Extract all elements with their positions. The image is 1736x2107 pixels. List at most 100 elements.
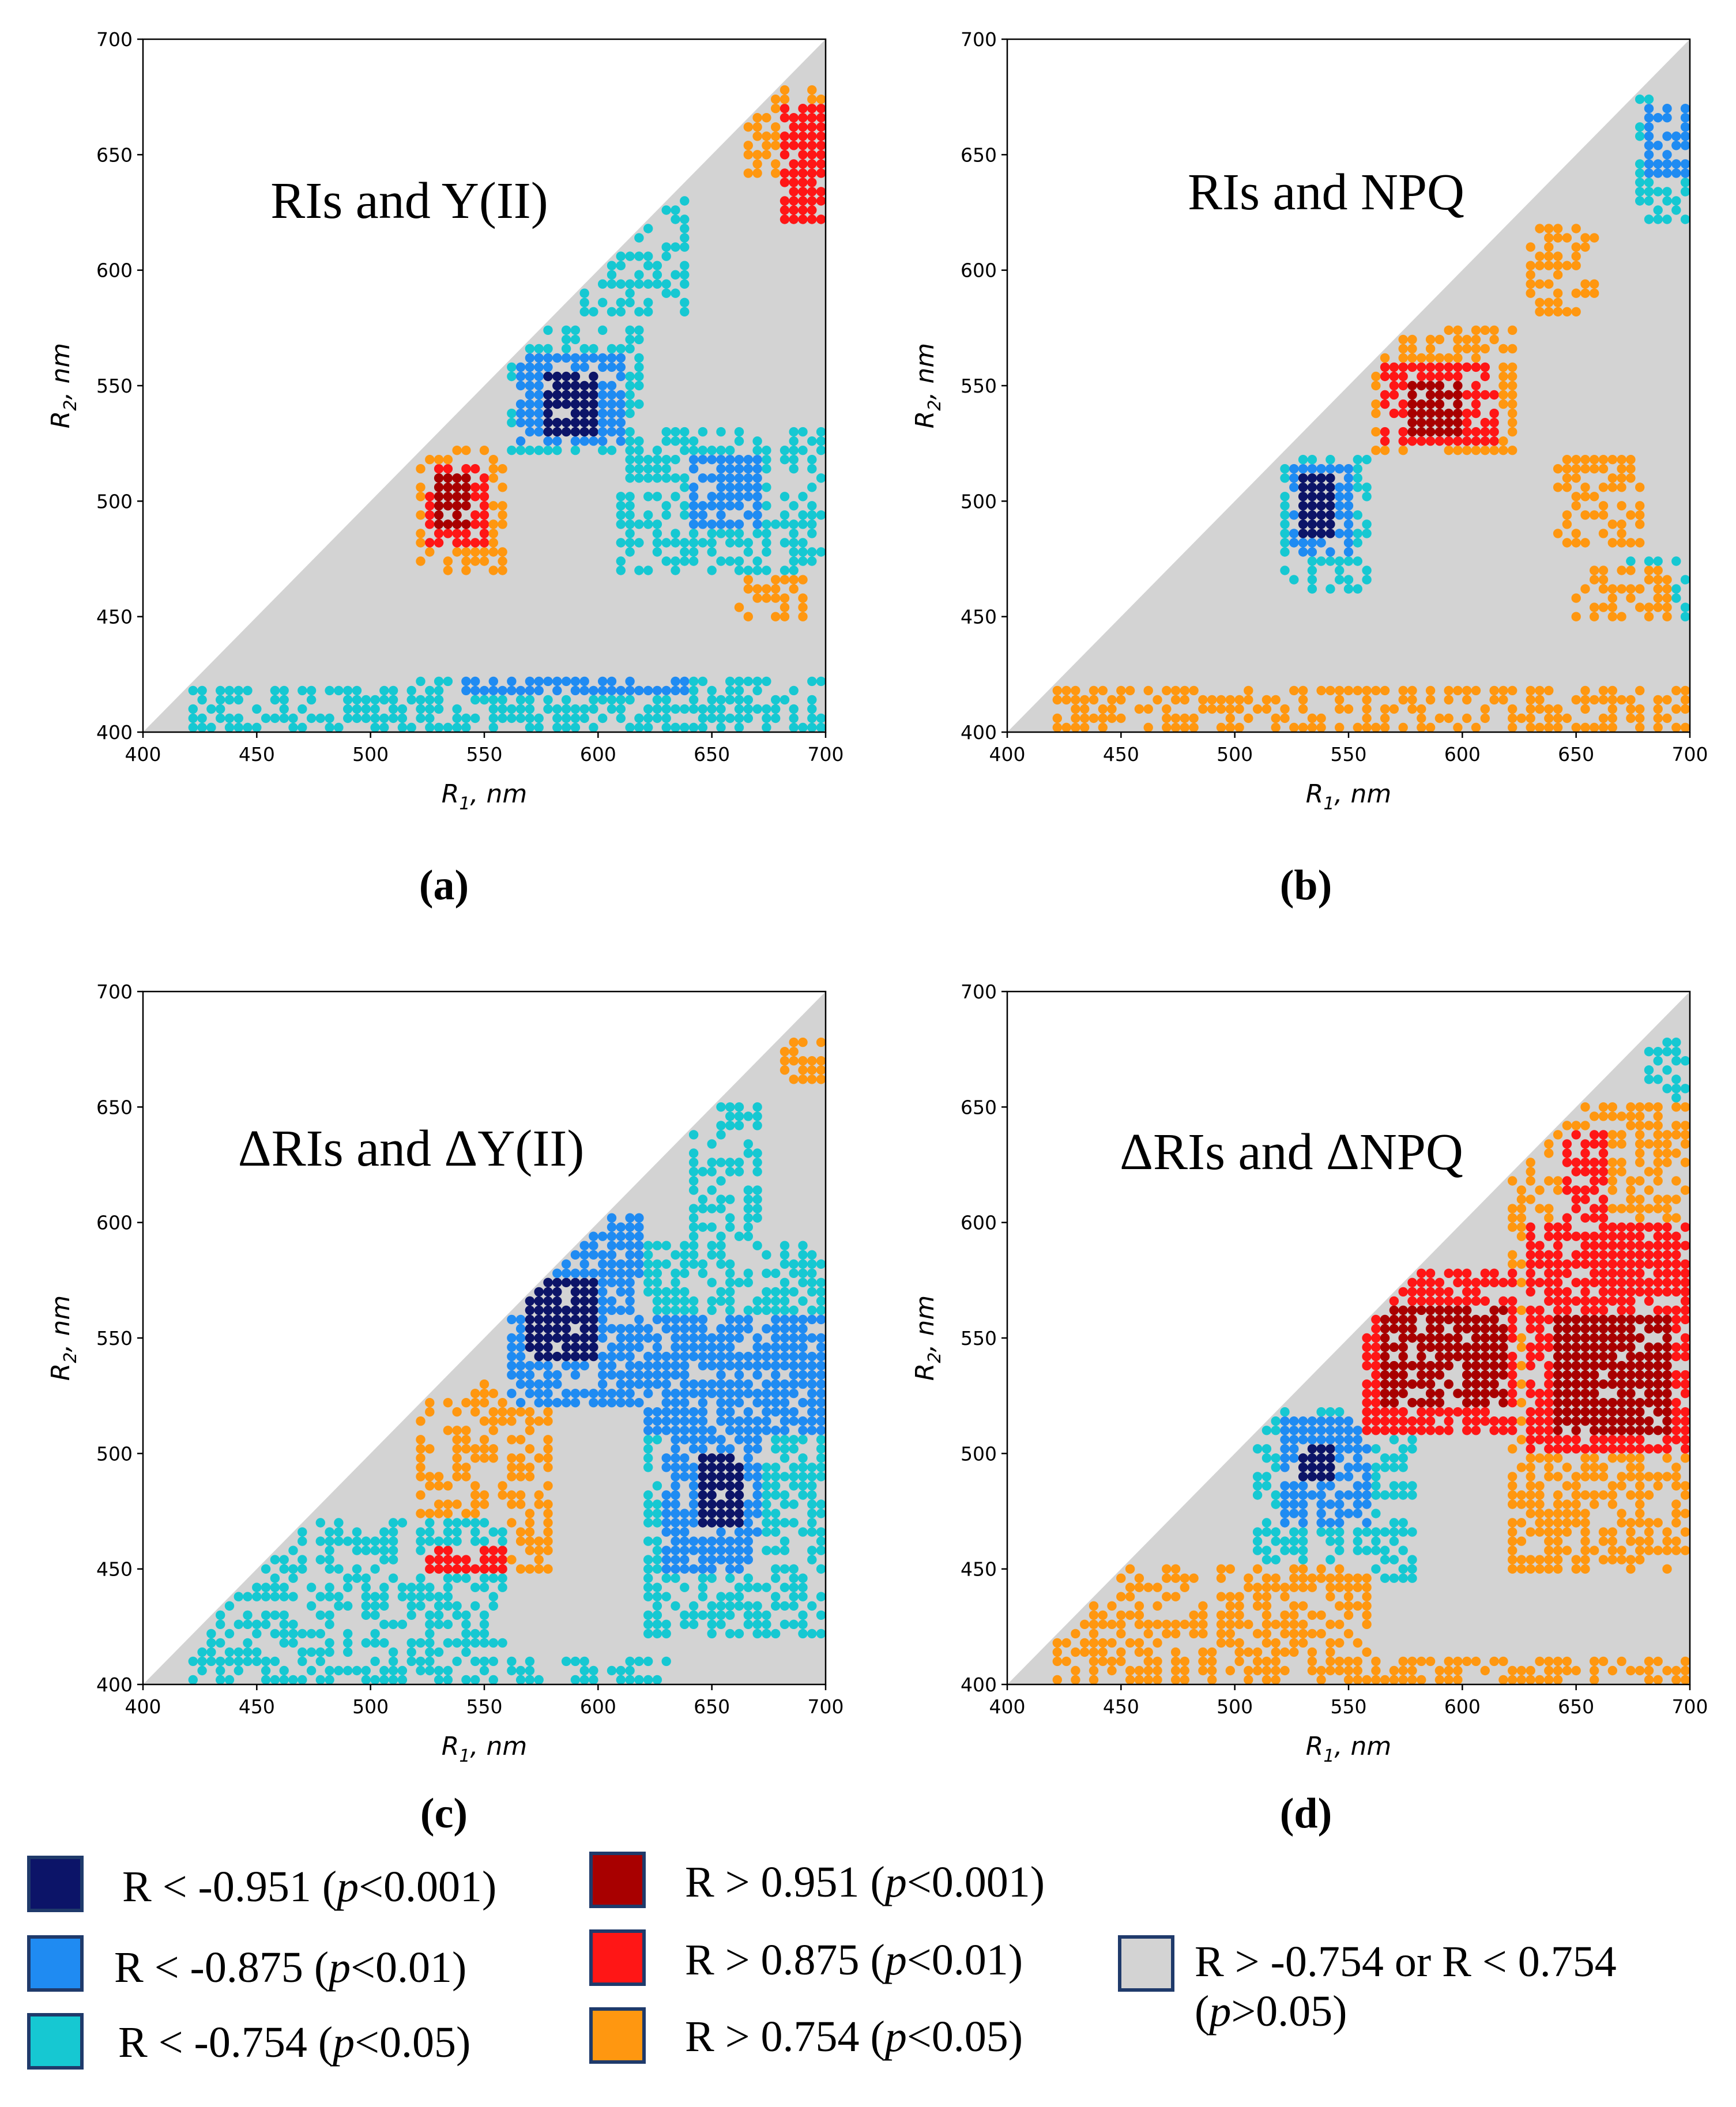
cell-positive <box>1116 695 1126 705</box>
cell-strong-negative <box>525 353 535 363</box>
cell-negative <box>734 713 744 723</box>
cell-strong-positive <box>1626 1287 1636 1297</box>
cell-negative <box>616 251 626 261</box>
cell-positive <box>1335 1582 1345 1592</box>
cell-strong-positive <box>1398 371 1408 382</box>
cell-positive <box>1526 1463 1535 1472</box>
cell-strong-positive <box>1462 362 1472 372</box>
cell-negative <box>643 1573 653 1583</box>
cell-strong-negative <box>680 1546 690 1555</box>
cell-positive <box>1189 1610 1199 1620</box>
cell-positive <box>771 159 781 169</box>
cell-very-strong-positive <box>1553 1407 1563 1417</box>
cell-negative <box>561 334 571 345</box>
cell-positive <box>1617 464 1626 474</box>
cell-negative <box>1325 556 1335 566</box>
cell-strong-negative <box>1307 1490 1317 1500</box>
cell-very-strong-positive <box>1462 1314 1472 1325</box>
cell-positive <box>507 1555 517 1565</box>
cell-negative <box>816 722 826 733</box>
cell-negative <box>461 1647 471 1657</box>
cell-negative <box>579 307 589 316</box>
cell-strong-positive <box>1398 1287 1408 1297</box>
cell-negative <box>1653 1056 1663 1066</box>
cell-negative <box>1371 1546 1381 1555</box>
cell-strong-negative <box>716 1370 726 1380</box>
cell-positive <box>1244 1619 1253 1629</box>
cell-negative <box>625 446 635 455</box>
cell-negative <box>1653 214 1663 224</box>
cell-positive <box>1644 1665 1654 1676</box>
cell-negative <box>652 547 662 557</box>
cell-negative <box>270 1675 280 1685</box>
cell-strong-negative <box>625 1379 635 1389</box>
cell-positive <box>1508 362 1517 372</box>
cell-strong-positive <box>479 492 489 502</box>
cell-positive <box>1089 1665 1099 1676</box>
cell-positive <box>1644 575 1654 585</box>
cell-negative <box>661 427 671 437</box>
cell-negative <box>688 722 699 733</box>
cell-very-strong-negative <box>725 1499 735 1509</box>
cell-strong-positive <box>1626 1241 1636 1250</box>
cell-strong-negative <box>598 1250 608 1260</box>
cell-negative <box>807 501 817 511</box>
cell-strong-positive <box>816 196 826 206</box>
cell-positive <box>1544 685 1554 696</box>
cell-negative <box>416 1592 425 1601</box>
cell-negative <box>1261 1453 1272 1463</box>
cell-negative <box>261 1619 271 1629</box>
cell-strong-negative <box>616 399 626 409</box>
cell-strong-positive <box>1571 1204 1581 1213</box>
cell-strong-negative <box>598 1360 608 1371</box>
cell-positive <box>1553 1527 1563 1537</box>
cell-strong-negative <box>1335 1453 1345 1463</box>
cell-negative <box>743 1582 754 1592</box>
cell-strong-negative <box>734 1398 744 1408</box>
x-tick-label: 450 <box>1103 1695 1139 1718</box>
cell-negative <box>671 270 680 280</box>
cell-positive <box>1234 722 1244 733</box>
cell-positive <box>1198 704 1208 714</box>
cell-strong-positive <box>1571 1250 1581 1260</box>
cell-positive <box>1153 1675 1162 1685</box>
cell-negative <box>789 1499 799 1509</box>
cell-negative <box>680 307 690 316</box>
cell-positive <box>1635 1102 1645 1112</box>
cell-very-strong-positive <box>1580 1360 1590 1371</box>
cell-negative <box>807 464 817 474</box>
cell-negative <box>216 695 225 705</box>
cell-strong-positive <box>1535 1324 1545 1334</box>
cell-very-strong-positive <box>1562 1379 1572 1389</box>
cell-very-strong-negative <box>1307 501 1317 511</box>
cell-negative <box>270 685 280 696</box>
cell-positive <box>1508 417 1517 428</box>
cell-strong-negative <box>688 501 699 511</box>
cell-very-strong-positive <box>1644 1416 1654 1426</box>
heatmap-cells <box>1052 95 1690 733</box>
cell-positive <box>416 464 425 474</box>
cell-negative <box>734 556 744 566</box>
cell-strong-negative <box>634 1342 644 1352</box>
cell-strong-negative <box>1316 1490 1326 1500</box>
cell-positive <box>1444 1656 1453 1667</box>
cell-very-strong-positive <box>1407 1398 1417 1408</box>
cell-strong-negative <box>634 1370 644 1380</box>
cell-strong-negative <box>1325 464 1335 474</box>
cell-negative <box>1644 1075 1654 1084</box>
cell-strong-negative <box>743 464 754 474</box>
cell-negative <box>579 1675 589 1685</box>
cell-positive <box>1653 566 1663 575</box>
cell-positive <box>1398 1656 1408 1667</box>
cell-very-strong-negative <box>561 371 571 382</box>
cell-positive <box>1617 1158 1626 1167</box>
cell-negative <box>671 722 680 733</box>
cell-positive <box>1325 1592 1335 1601</box>
y-axis-label: R2, nm <box>910 1295 945 1381</box>
cell-strong-negative <box>752 1509 762 1518</box>
cell-positive <box>470 556 480 566</box>
cell-negative <box>343 1582 353 1592</box>
cell-positive <box>1653 1204 1663 1213</box>
cell-very-strong-positive <box>1417 399 1426 409</box>
cell-negative <box>716 1194 726 1204</box>
